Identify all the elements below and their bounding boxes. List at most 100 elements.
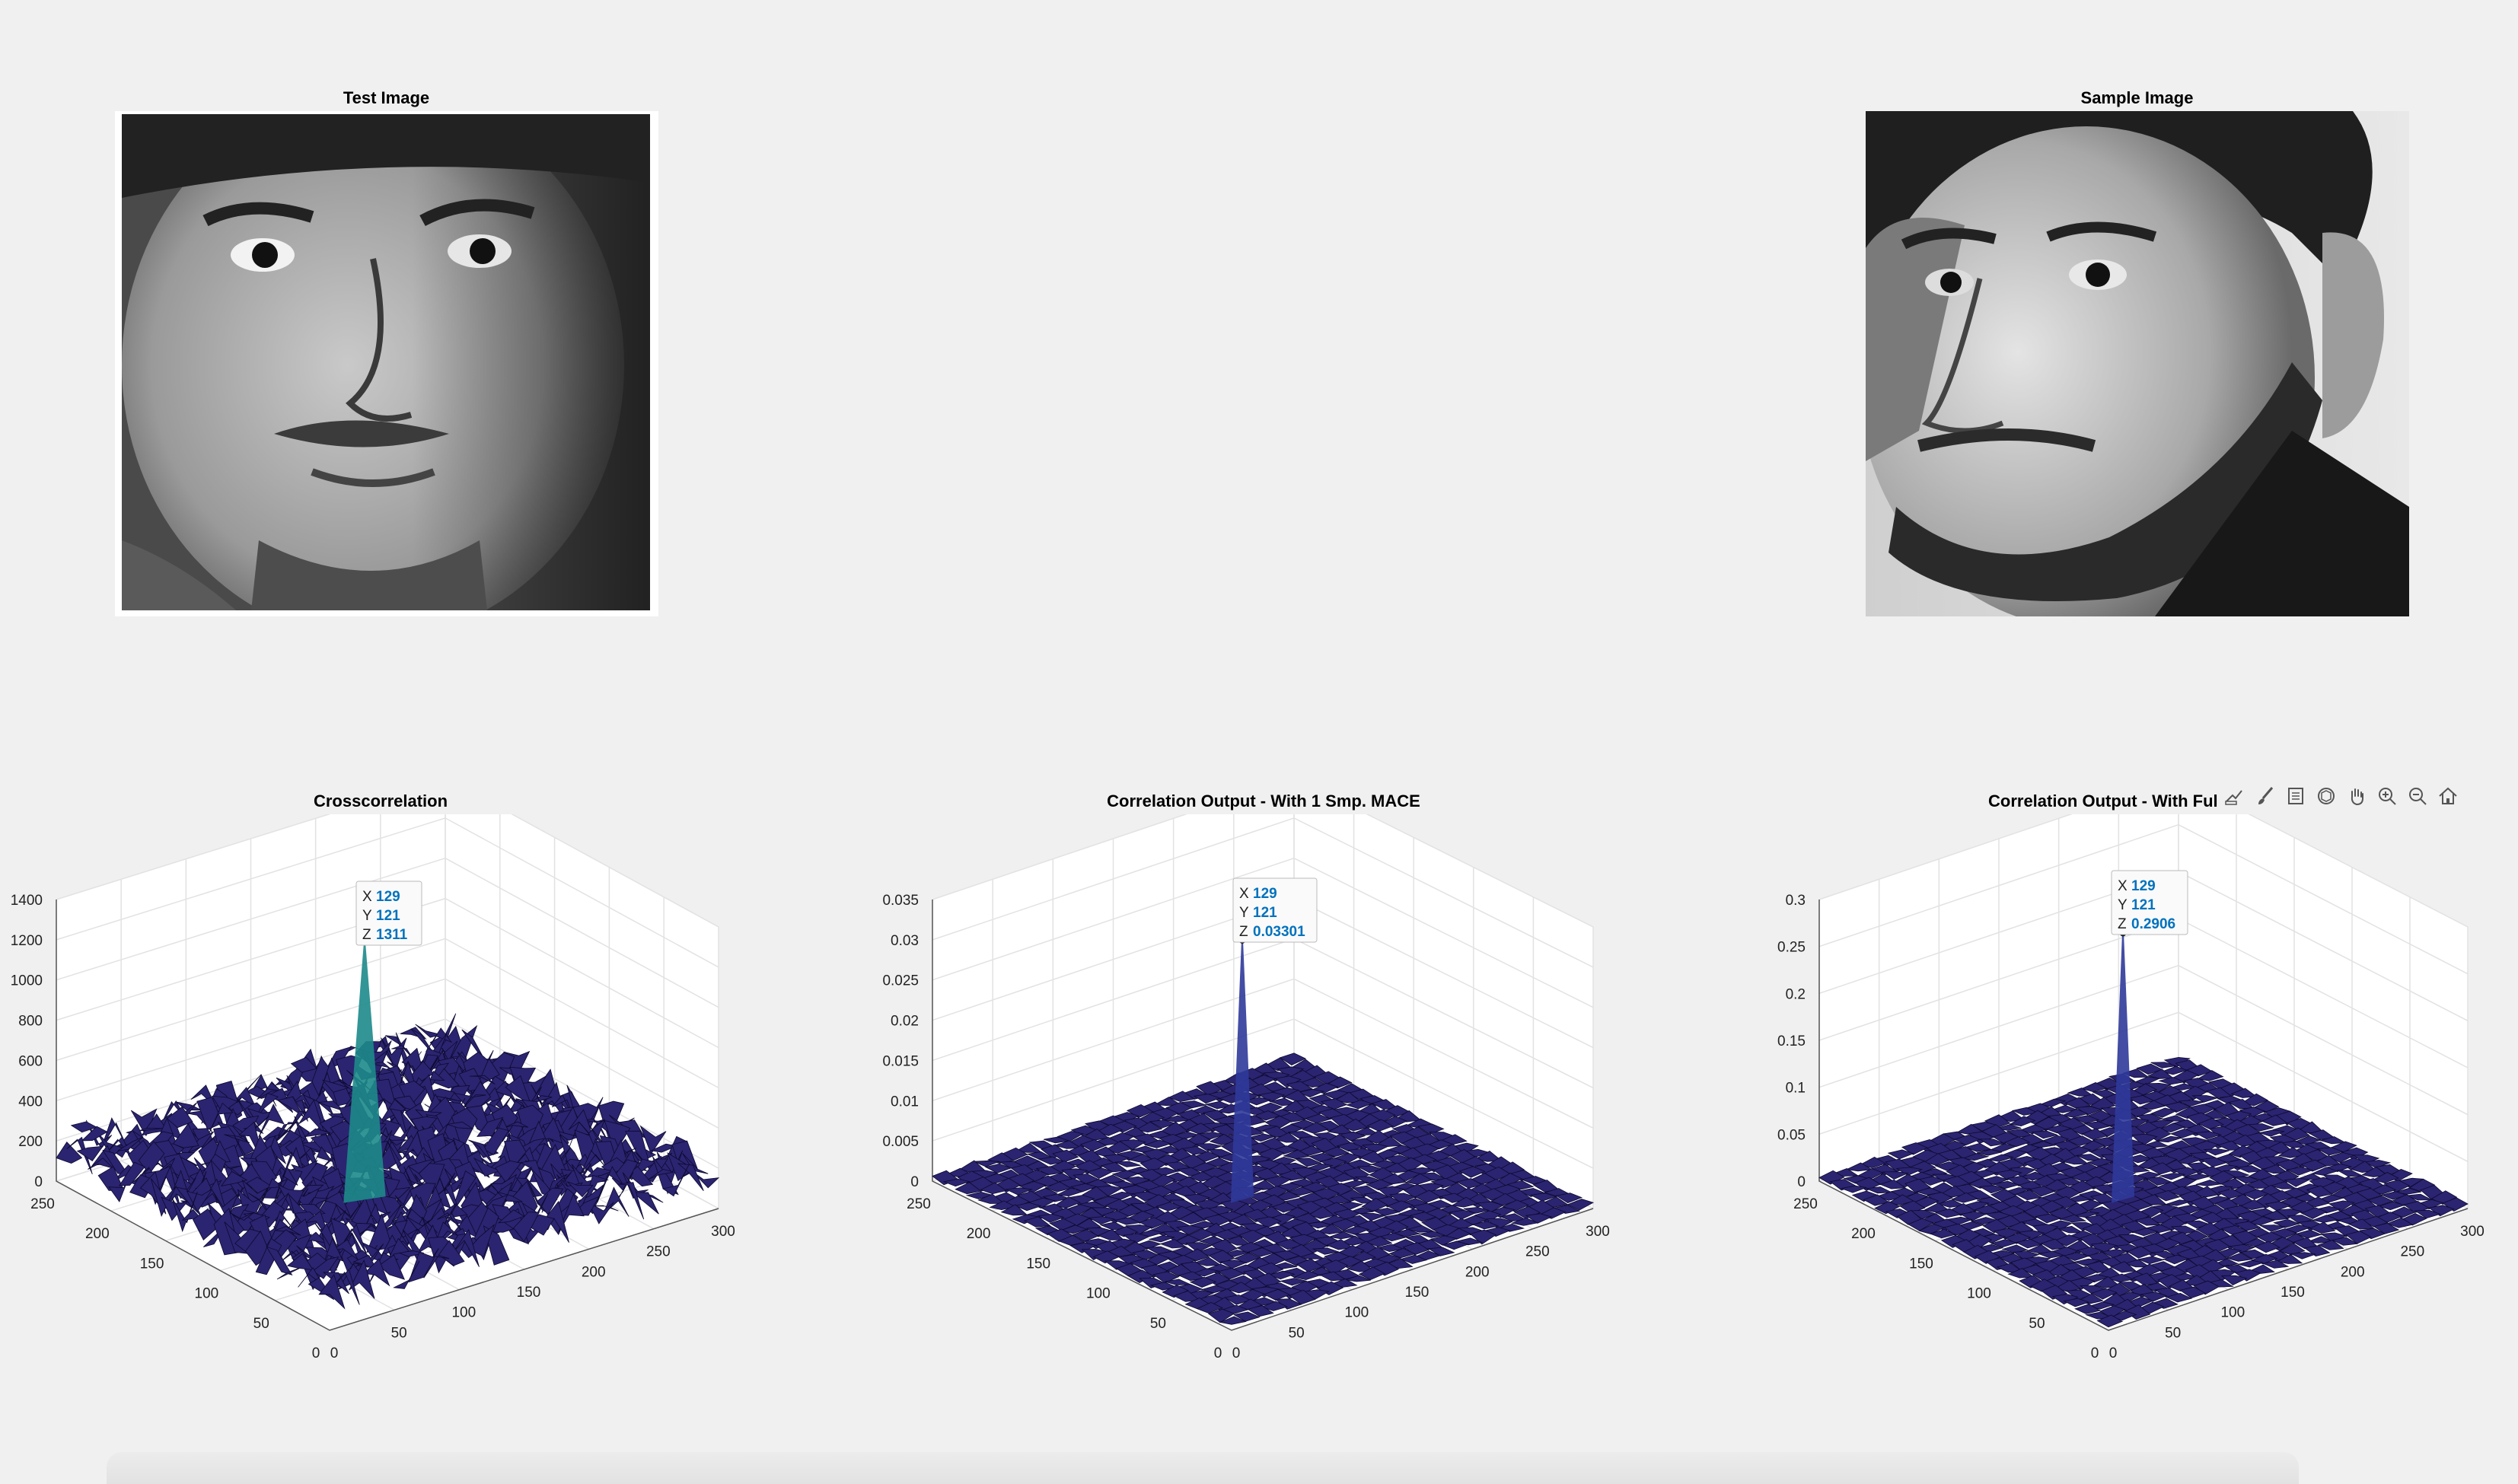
surface-patch [1139,1158,1167,1174]
surface-patch [1907,1218,1934,1231]
surface-patch [1458,1166,1486,1178]
surface-patch [2003,1136,2031,1148]
surface-patch [1152,1271,1180,1284]
surface-patch [537,1187,564,1215]
pan-hand-icon[interactable] [2343,781,2370,811]
surface-patch [1463,1206,1490,1214]
x-tick-label: 300 [711,1224,735,1240]
surface-patch [304,1128,331,1138]
surface-patch [1417,1123,1445,1135]
y-tick-label: 100 [195,1286,219,1302]
surface-patch [662,1164,690,1197]
z-tick-label: 600 [18,1053,43,1069]
surface-patch [2126,1246,2153,1259]
surface-patch [980,1182,1007,1195]
surface-patch [266,1246,293,1275]
surface-patch [318,1274,346,1310]
surface-patch [228,1212,255,1221]
surface-patch [333,1269,360,1305]
surface-patch [2367,1196,2394,1206]
surface-patch [2236,1259,2264,1268]
surface-patch [2075,1106,2102,1116]
surface-patch [1217,1267,1245,1280]
surface-patch [207,1102,234,1137]
surface-patch [513,1212,540,1243]
surface-patch [1079,1139,1107,1152]
surface-patch [1149,1234,1175,1243]
surface-patch [2347,1218,2375,1230]
surface-patch [580,1150,607,1175]
surface-patch [119,1161,145,1186]
surface-patch [1525,1213,1553,1224]
surface-patch [451,1024,478,1058]
surface-patch [2198,1118,2224,1129]
surface-patch [2295,1229,2322,1239]
surface-patch [2194,1131,2222,1140]
zoom-out-icon[interactable] [2404,781,2431,811]
surface-patch [2177,1100,2204,1107]
surface-patch [2145,1177,2172,1186]
surface-patch [1185,1242,1213,1253]
surface-patch [1993,1180,2020,1189]
x-tick-label: 250 [1525,1244,1550,1260]
surface-patch [1977,1149,2003,1156]
x-tick-label: 200 [2341,1264,2365,1280]
surface-patch [2414,1209,2441,1219]
surface-patch [2258,1129,2285,1137]
surface-patch [211,1095,238,1113]
surface-patch [1210,1239,1238,1255]
surface-patch [1320,1158,1347,1169]
surface-patch [2269,1181,2297,1189]
surface-patch [2225,1110,2252,1124]
crosscorrelation-surface-plot[interactable]: 0200400600800100012001400050100150200250… [0,814,761,1362]
surface-patch [1345,1275,1371,1282]
surface-patch [2029,1186,2056,1197]
brush-edit-icon[interactable] [2221,781,2249,811]
surface-patch [1035,1166,1063,1176]
surface-patch [1978,1138,2006,1147]
surface-patch [1529,1193,1557,1202]
datatip-value: 0.2906 [2131,916,2175,932]
surface-patch [2164,1101,2191,1113]
surface-patch [2201,1157,2228,1167]
surface-patch [1193,1094,1221,1104]
surface-patch [2378,1201,2405,1211]
surface-patch [2220,1275,2248,1285]
surface-patch [2317,1240,2344,1250]
surface-patch [56,1141,83,1164]
surface-patch [298,1099,325,1134]
surface-patch [648,1168,674,1180]
data-brush-icon[interactable] [2252,781,2279,811]
surface-patch [186,1188,213,1212]
surface-patch [2261,1210,2289,1221]
test-image[interactable] [122,114,650,610]
z-tick-label: 0.3 [1786,893,1806,909]
surface-patch [1233,1252,1261,1264]
grid-line [1818,814,2469,928]
mace-full-surface-plot[interactable]: 0 0.05 0.1 0.15 0.2 0.25 0.3 0 50 100 150 200 250 300… [1743,814,2518,1362]
surface-patch [130,1108,158,1137]
y-tick-label: 150 [1909,1256,1933,1272]
surface-patch [435,1095,461,1102]
surface-patch [1264,1176,1292,1188]
window-shadow [107,1452,2299,1484]
z-tick-label: 0.03 [891,933,919,949]
zoom-in-icon[interactable] [2373,781,2401,811]
surface-patch [138,1141,165,1175]
sample-image[interactable] [1866,111,2409,616]
surface-patch [597,1166,623,1203]
surface-patch [1037,1213,1065,1223]
surface-patch [1386,1200,1414,1213]
z-tick-label: 0.2 [1786,986,1806,1002]
surface-patch [2278,1243,2306,1256]
mace-1-sample-surface-plot[interactable]: 0 0.005 0.01 0.015 0.02 0.025 0.03 0.035 0 50 100 1… [868,814,1629,1362]
surface-patch [150,1178,177,1218]
surface-patch [1289,1289,1316,1305]
surface-patch [1414,1189,1442,1203]
home-restore-view-icon[interactable] [2434,781,2462,811]
legend-insert-icon[interactable] [2282,781,2309,811]
surface-patch [276,1266,303,1280]
rotate-3d-icon[interactable] [2312,781,2340,811]
surface-patch [2258,1224,2286,1232]
x-tick-label: 50 [391,1325,407,1341]
